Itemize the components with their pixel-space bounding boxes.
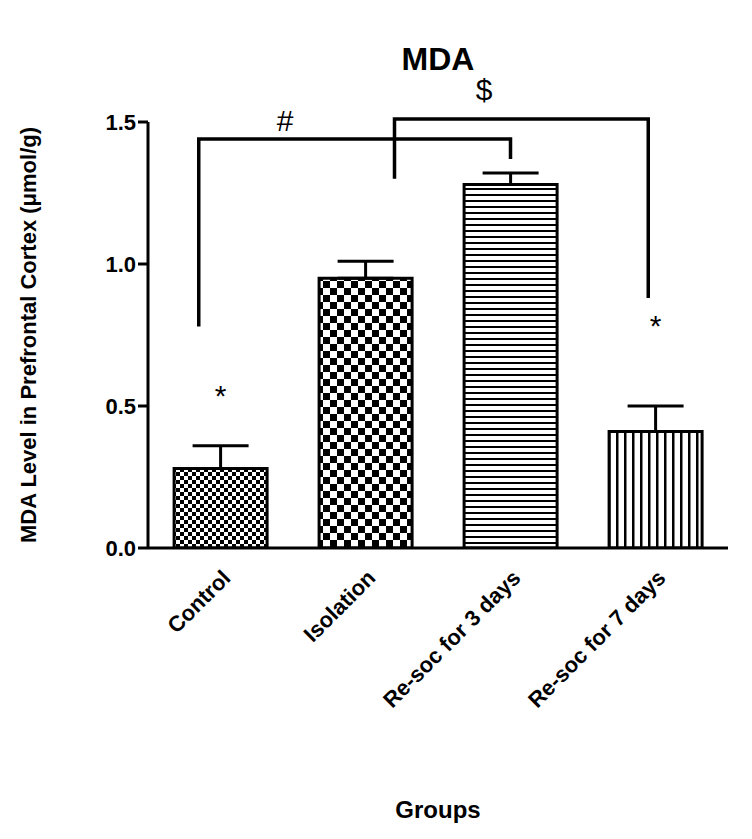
- svg-text:Isolation: Isolation: [299, 565, 381, 647]
- svg-text:1.5: 1.5: [105, 110, 136, 135]
- svg-text:#: #: [277, 104, 294, 137]
- svg-text:Re-soc for 3 days: Re-soc for 3 days: [378, 565, 525, 712]
- svg-text:*: *: [215, 379, 227, 412]
- svg-text:MDA: MDA: [402, 41, 475, 77]
- svg-text:Control: Control: [162, 565, 235, 638]
- svg-text:MDA Level in Prefrontal Cortex: MDA Level in Prefrontal Cortex (μmol/g): [16, 127, 41, 543]
- svg-text:Groups: Groups: [395, 796, 480, 823]
- svg-text:*: *: [650, 309, 662, 342]
- svg-text:0.5: 0.5: [105, 394, 136, 419]
- svg-text:Re-soc for 7 days: Re-soc for 7 days: [523, 565, 670, 712]
- svg-text:1.0: 1.0: [105, 252, 136, 277]
- svg-text:$: $: [476, 73, 493, 106]
- svg-text:0.0: 0.0: [105, 536, 136, 561]
